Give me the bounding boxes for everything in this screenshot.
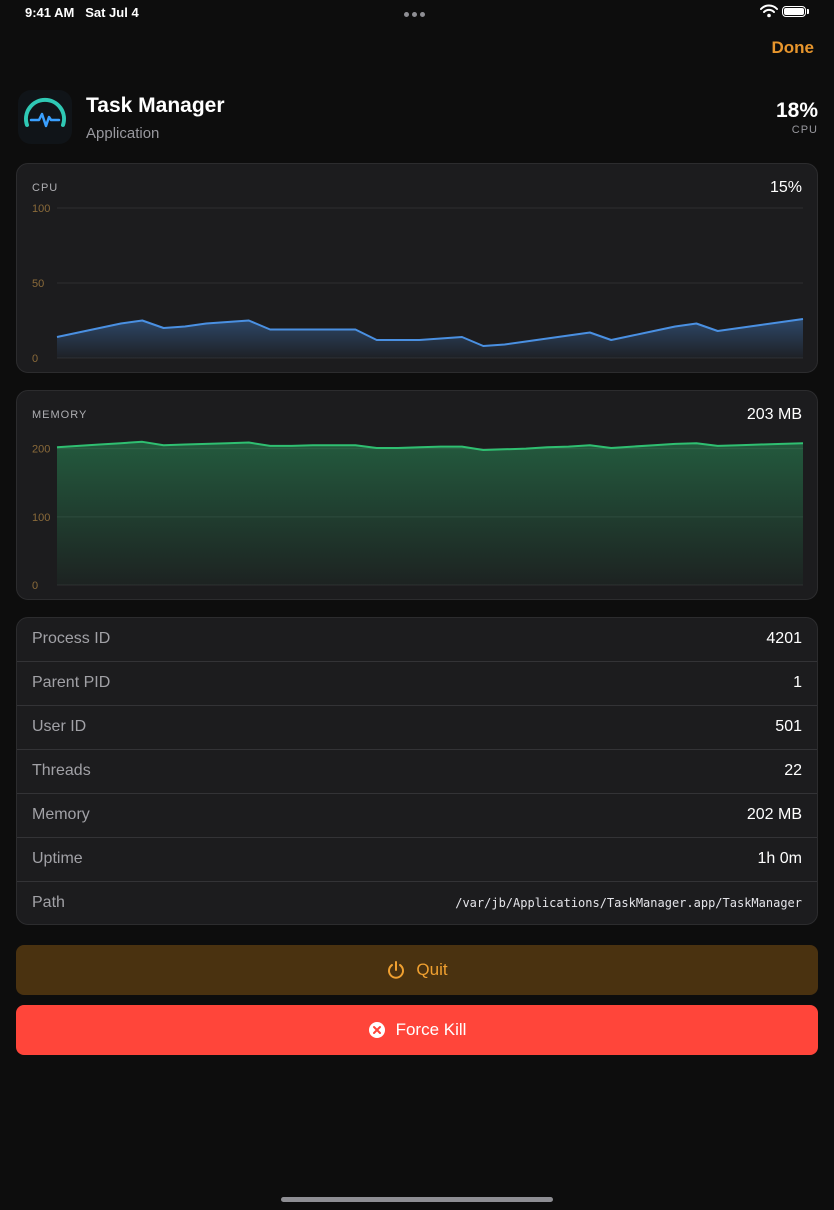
- info-label: Process ID: [32, 630, 111, 647]
- process-info-list: Process ID 4201 Parent PID 1 User ID 501…: [16, 617, 818, 925]
- force-kill-label: Force Kill: [395, 1020, 467, 1039]
- memory-chart: 0 100 200: [32, 440, 804, 592]
- y-tick-label: 0: [32, 580, 38, 592]
- series-area: [57, 441, 803, 585]
- series-line: [56, 440, 804, 451]
- multitasking-dots-icon[interactable]: [404, 4, 430, 17]
- info-row-process-id: Process ID 4201: [17, 618, 817, 662]
- y-tick-label: 50: [32, 278, 44, 290]
- info-row-path: Path /var/jb/Applications/TaskManager.ap…: [17, 882, 817, 926]
- battery-icon: [782, 6, 806, 17]
- cpu-chart-card: CPU 15% 0 50 100: [16, 163, 818, 373]
- y-tick-label: 100: [32, 512, 50, 524]
- quit-label: Quit: [416, 960, 448, 979]
- info-value: 501: [775, 718, 802, 735]
- home-indicator[interactable]: [281, 1197, 553, 1202]
- header-cpu-value: 18%: [775, 99, 818, 122]
- info-value: 22: [784, 762, 802, 779]
- info-row-user-id: User ID 501: [17, 706, 817, 750]
- info-label: Parent PID: [32, 674, 111, 691]
- done-button[interactable]: Done: [771, 38, 815, 57]
- memory-chart-value: 203 MB: [746, 406, 802, 423]
- power-icon: [386, 960, 406, 980]
- series-area: [57, 319, 803, 358]
- info-row-parent-pid: Parent PID 1: [17, 662, 817, 706]
- quit-button[interactable]: Quit: [16, 945, 818, 995]
- header-cpu-label: CPU: [791, 124, 818, 136]
- status-date: Sat Jul 4: [85, 5, 139, 20]
- info-value: /var/jb/Applications/TaskManager.app/Tas…: [455, 896, 802, 910]
- info-value: 1h 0m: [757, 850, 802, 867]
- info-label: Uptime: [32, 850, 83, 867]
- info-row-uptime: Uptime 1h 0m: [17, 838, 817, 882]
- info-label: User ID: [32, 718, 87, 735]
- cpu-chart-title: CPU: [32, 182, 59, 194]
- memory-chart-title: MEMORY: [32, 409, 88, 421]
- y-tick-label: 100: [32, 203, 50, 215]
- y-tick-label: 200: [32, 444, 50, 456]
- info-value: 1: [793, 674, 802, 691]
- cpu-chart-value: 15%: [769, 179, 802, 196]
- status-clock: 9:41 AM: [25, 5, 75, 20]
- info-row-threads: Threads 22: [17, 750, 817, 794]
- info-row-memory: Memory 202 MB: [17, 794, 817, 838]
- info-label: Memory: [32, 806, 90, 823]
- series-line: [56, 318, 804, 347]
- xmark-circle-icon: [368, 1021, 386, 1039]
- info-label: Threads: [32, 762, 91, 779]
- info-label: Path: [32, 894, 65, 911]
- info-value: 4201: [766, 630, 802, 647]
- app-kind: Application: [86, 125, 160, 142]
- app-name: Task Manager: [86, 94, 225, 117]
- cpu-chart: 0 50 100: [32, 203, 804, 365]
- memory-chart-card: MEMORY 203 MB 0 100 200: [16, 390, 818, 600]
- force-kill-button[interactable]: Force Kill: [16, 1005, 818, 1055]
- y-tick-label: 0: [32, 353, 38, 365]
- pulse-gauge-icon: [18, 90, 72, 144]
- status-time: 9:41 AM Sat Jul 4: [25, 5, 139, 20]
- wifi-icon: [760, 4, 778, 23]
- battery-cap: [807, 9, 809, 14]
- info-value: 202 MB: [746, 806, 802, 823]
